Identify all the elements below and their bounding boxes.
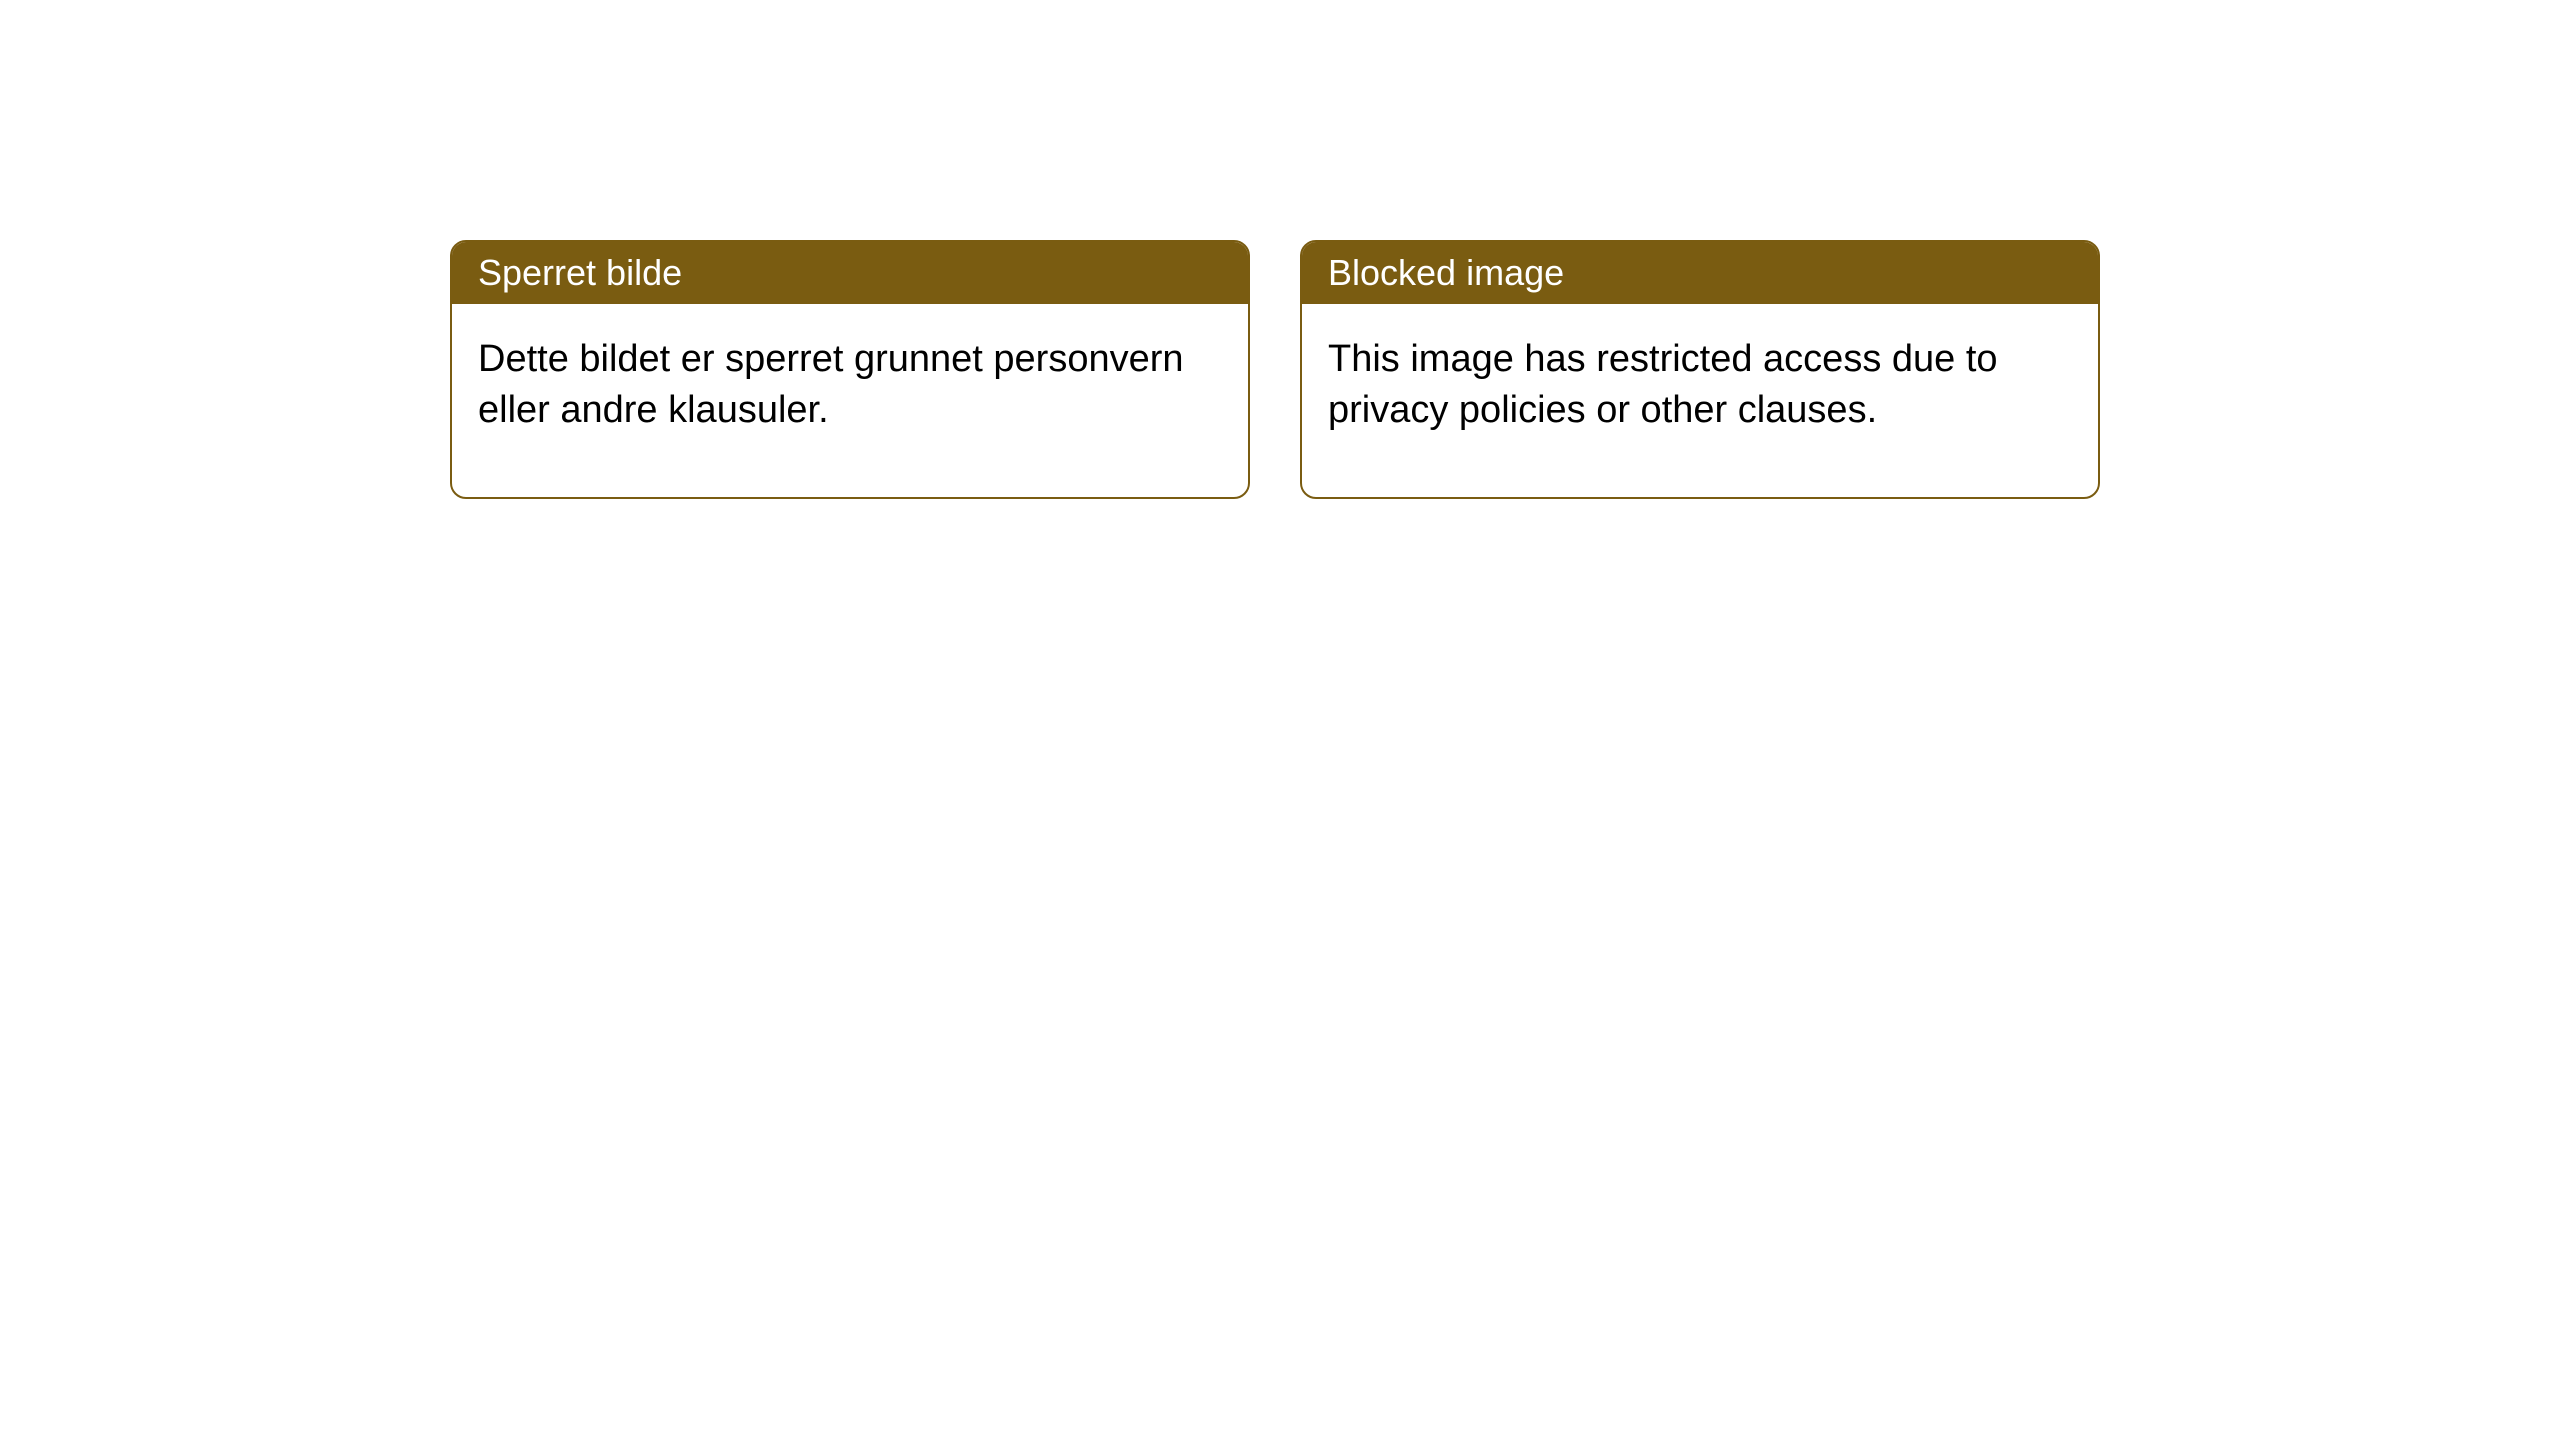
- card-body: Dette bildet er sperret grunnet personve…: [452, 304, 1248, 497]
- card-header: Blocked image: [1302, 242, 2098, 304]
- notice-cards-container: Sperret bilde Dette bildet er sperret gr…: [0, 0, 2560, 499]
- blocked-image-card-no: Sperret bilde Dette bildet er sperret gr…: [450, 240, 1250, 499]
- blocked-image-card-en: Blocked image This image has restricted …: [1300, 240, 2100, 499]
- card-header: Sperret bilde: [452, 242, 1248, 304]
- card-body: This image has restricted access due to …: [1302, 304, 2098, 497]
- card-title: Blocked image: [1328, 252, 1564, 293]
- card-title: Sperret bilde: [478, 252, 682, 293]
- card-body-text: This image has restricted access due to …: [1328, 338, 1998, 431]
- card-body-text: Dette bildet er sperret grunnet personve…: [478, 338, 1184, 431]
